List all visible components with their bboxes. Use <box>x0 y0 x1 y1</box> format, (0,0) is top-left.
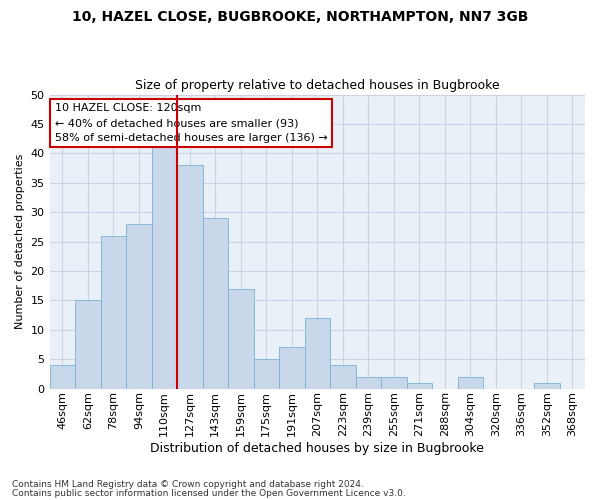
Bar <box>279 348 305 389</box>
Bar <box>203 218 228 388</box>
Bar <box>126 224 152 388</box>
Text: Contains HM Land Registry data © Crown copyright and database right 2024.: Contains HM Land Registry data © Crown c… <box>12 480 364 489</box>
Title: Size of property relative to detached houses in Bugbrooke: Size of property relative to detached ho… <box>135 79 500 92</box>
Bar <box>75 300 101 388</box>
Text: 10, HAZEL CLOSE, BUGBROOKE, NORTHAMPTON, NN7 3GB: 10, HAZEL CLOSE, BUGBROOKE, NORTHAMPTON,… <box>72 10 528 24</box>
Bar <box>152 142 177 388</box>
Bar <box>534 382 560 388</box>
Bar <box>458 377 483 388</box>
Bar <box>381 377 407 388</box>
Text: Contains public sector information licensed under the Open Government Licence v3: Contains public sector information licen… <box>12 488 406 498</box>
Y-axis label: Number of detached properties: Number of detached properties <box>15 154 25 329</box>
Bar <box>228 288 254 388</box>
Bar <box>177 165 203 388</box>
Bar <box>356 377 381 388</box>
Text: 10 HAZEL CLOSE: 120sqm
← 40% of detached houses are smaller (93)
58% of semi-det: 10 HAZEL CLOSE: 120sqm ← 40% of detached… <box>55 104 328 143</box>
Bar <box>50 365 75 388</box>
X-axis label: Distribution of detached houses by size in Bugbrooke: Distribution of detached houses by size … <box>151 442 484 455</box>
Bar <box>305 318 330 388</box>
Bar <box>407 382 432 388</box>
Bar <box>254 359 279 388</box>
Bar <box>330 365 356 388</box>
Bar <box>101 236 126 388</box>
